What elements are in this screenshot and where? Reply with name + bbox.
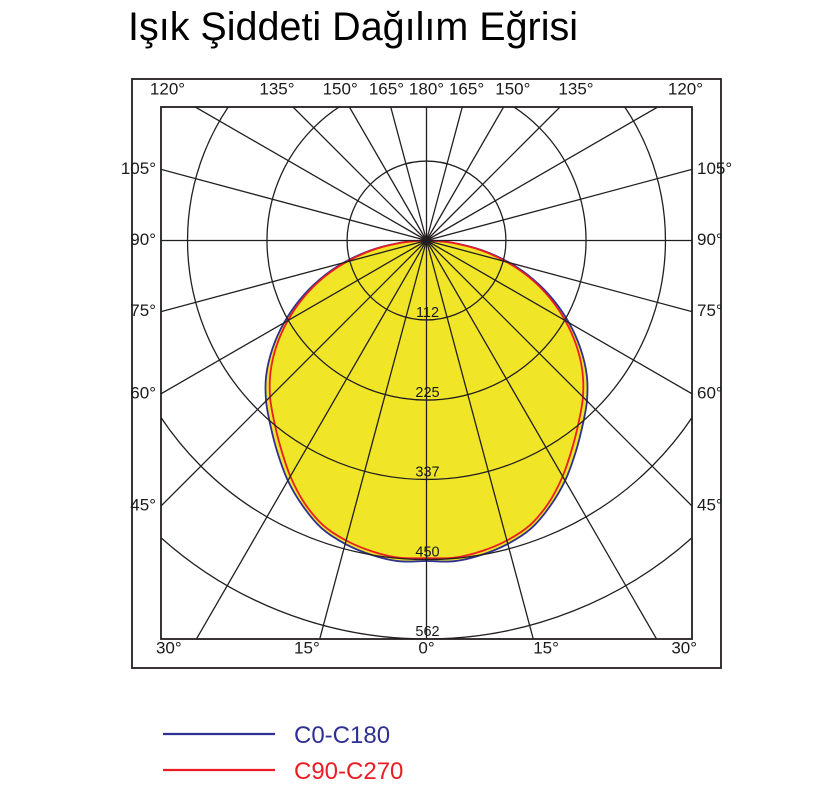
- svg-text:45°: 45°: [697, 495, 723, 514]
- svg-text:45°: 45°: [130, 495, 156, 514]
- svg-text:75°: 75°: [130, 301, 156, 320]
- svg-text:165°: 165°: [449, 79, 484, 98]
- svg-text:105°: 105°: [697, 159, 732, 178]
- svg-text:30°: 30°: [671, 638, 697, 657]
- svg-text:450: 450: [415, 545, 439, 561]
- svg-text:562: 562: [415, 624, 439, 640]
- svg-text:180°: 180°: [409, 79, 444, 98]
- svg-text:0°: 0°: [418, 638, 434, 657]
- svg-text:15°: 15°: [533, 638, 559, 657]
- svg-text:60°: 60°: [130, 383, 156, 402]
- svg-text:135°: 135°: [558, 79, 593, 98]
- svg-text:135°: 135°: [259, 79, 294, 98]
- svg-text:30°: 30°: [156, 638, 182, 657]
- svg-text:15°: 15°: [294, 638, 320, 657]
- svg-text:150°: 150°: [495, 79, 530, 98]
- svg-text:105°: 105°: [121, 159, 156, 178]
- svg-text:120°: 120°: [668, 79, 703, 98]
- svg-text:337: 337: [415, 464, 439, 480]
- svg-text:60°: 60°: [697, 383, 723, 402]
- svg-text:165°: 165°: [369, 79, 404, 98]
- svg-text:150°: 150°: [323, 79, 358, 98]
- svg-text:90°: 90°: [697, 230, 723, 249]
- svg-text:90°: 90°: [130, 230, 156, 249]
- svg-text:75°: 75°: [697, 301, 723, 320]
- svg-text:225: 225: [415, 385, 439, 401]
- svg-text:120°: 120°: [150, 79, 185, 98]
- svg-text:112: 112: [416, 305, 439, 321]
